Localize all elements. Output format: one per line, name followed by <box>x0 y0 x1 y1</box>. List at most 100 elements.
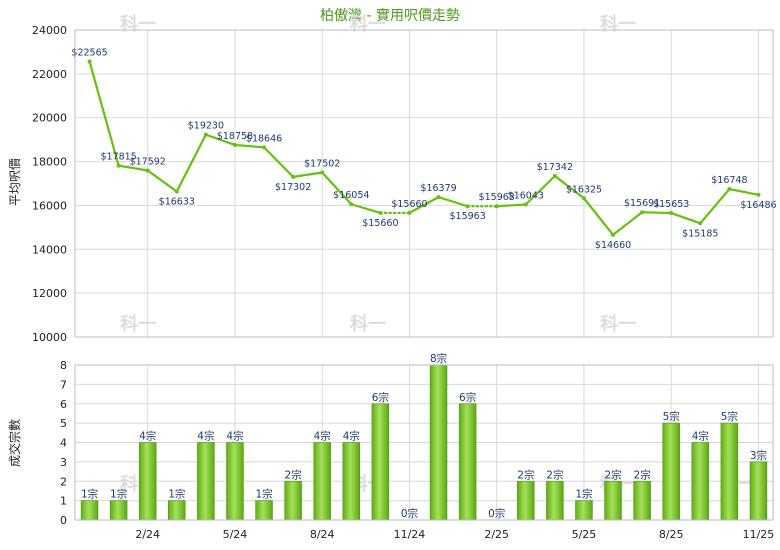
price-y-axis-label: 平均呎價 <box>8 158 22 206</box>
price-point <box>407 210 412 215</box>
price-point <box>465 204 470 209</box>
price-point <box>349 202 354 207</box>
count-bar-label: 2宗 <box>517 468 534 481</box>
price-line-segment <box>524 174 556 206</box>
price-plot-frame <box>74 29 774 338</box>
count-bar-label: 4宗 <box>314 430 331 443</box>
count-bar <box>255 500 273 521</box>
price-data-label: $17342 <box>537 162 573 173</box>
count-bar <box>197 442 215 521</box>
price-line-segment <box>670 211 702 225</box>
axes: 10000 12000 14000 16000 18000 20000 22000 24000… <box>32 24 774 541</box>
x-tick-label: 8/24 <box>310 528 335 541</box>
price-line <box>87 59 761 237</box>
count-bar <box>720 422 739 521</box>
price-data-label: $16748 <box>711 175 747 186</box>
price-point <box>640 210 645 215</box>
count-bar-label: 5宗 <box>721 410 738 423</box>
count-bar <box>284 480 302 521</box>
price-data-label: $17815 <box>100 152 136 163</box>
price-data-label: $14660 <box>595 240 631 251</box>
x-tick-label: 11/25 <box>743 528 775 541</box>
price-line-segment <box>495 203 527 208</box>
price-y-tick-label: 10000 <box>32 331 67 344</box>
count-bar <box>138 442 157 521</box>
count-bar <box>226 442 244 521</box>
price-point <box>523 202 528 207</box>
count-bar-label: 0宗 <box>401 507 418 520</box>
count-bar-label: 2宗 <box>285 468 302 481</box>
count-bar <box>662 422 680 521</box>
price-line-segment <box>233 143 266 149</box>
price-y-tick-label: 12000 <box>32 287 67 300</box>
count-bar-label: 1宗 <box>81 488 98 501</box>
count-bar <box>517 480 535 521</box>
x-tick-label: 5/24 <box>223 528 248 541</box>
count-bar-label: 8宗 <box>430 352 447 365</box>
price-line-segment <box>582 197 615 236</box>
price-point <box>320 170 325 175</box>
price-point <box>436 195 441 200</box>
count-bar <box>429 364 448 521</box>
price-point <box>378 210 383 215</box>
price-point <box>611 232 616 237</box>
chart-title: 柏傲灣 - 實用呎價走勢 <box>320 7 460 24</box>
price-data-label: $18646 <box>246 133 282 144</box>
count-bar <box>458 403 477 521</box>
price-line-segment <box>204 133 237 147</box>
count-bar <box>691 442 710 521</box>
price-line-segment <box>553 174 586 200</box>
watermark-text: 科一 <box>120 313 156 335</box>
count-y-tick-label: 0 <box>60 514 67 527</box>
count-bar-label: 5宗 <box>663 410 680 423</box>
price-data-label: $16486 <box>740 200 776 211</box>
count-y-axis-label: 成交宗數 <box>7 419 22 467</box>
price-data-label: $18758 <box>217 131 253 142</box>
price-point <box>174 189 179 194</box>
count-bar <box>342 442 361 521</box>
price-data-label: $15185 <box>682 228 718 239</box>
count-bar-label: 4宗 <box>197 430 214 443</box>
price-y-tick-label: 16000 <box>32 199 67 212</box>
count-y-tick-label: 7 <box>60 378 67 391</box>
count-bar <box>604 480 622 521</box>
count-bar <box>546 480 564 521</box>
count-bar <box>575 500 593 521</box>
x-tick-label: 2/25 <box>484 528 509 541</box>
price-line-segment <box>88 60 120 167</box>
price-data-label: $17502 <box>304 158 340 169</box>
price-data-label: $19230 <box>188 121 224 132</box>
price-point <box>552 174 557 179</box>
price-point <box>698 221 703 226</box>
count-bar-label: 2宗 <box>604 468 621 481</box>
count-y-tick-label: 4 <box>60 437 67 450</box>
price-data-label: $17592 <box>130 157 166 168</box>
x-tick-label: 8/25 <box>659 528 684 541</box>
count-y-tick-label: 6 <box>60 398 67 411</box>
price-line-segment <box>408 196 440 214</box>
price-line-segment <box>350 203 382 214</box>
watermark-text: 科一 <box>350 13 386 35</box>
price-point <box>669 211 674 216</box>
price-point <box>232 142 237 147</box>
price-line-segment <box>175 133 207 193</box>
price-data-label: $16325 <box>566 184 602 195</box>
count-bar-label: 6宗 <box>459 391 476 404</box>
price-data-label: $15660 <box>391 199 427 210</box>
count-bar <box>313 442 331 521</box>
count-bar-label: 4宗 <box>139 430 156 443</box>
price-data-label: $17302 <box>275 182 311 193</box>
count-y-tick-label: 3 <box>60 456 67 469</box>
price-line-segment <box>292 171 324 178</box>
price-line-segment <box>641 211 673 215</box>
price-data-label: $16633 <box>159 197 195 208</box>
count-bar <box>633 480 651 521</box>
price-line-segment <box>699 187 731 225</box>
x-tick-label: 2/24 <box>135 528 160 541</box>
count-bar-label: 4宗 <box>343 430 360 443</box>
count-y-tick-label: 1 <box>60 495 67 508</box>
price-line-segment <box>728 187 760 196</box>
price-data-label: $15691 <box>624 198 660 209</box>
x-tick-label: 11/24 <box>394 528 426 541</box>
